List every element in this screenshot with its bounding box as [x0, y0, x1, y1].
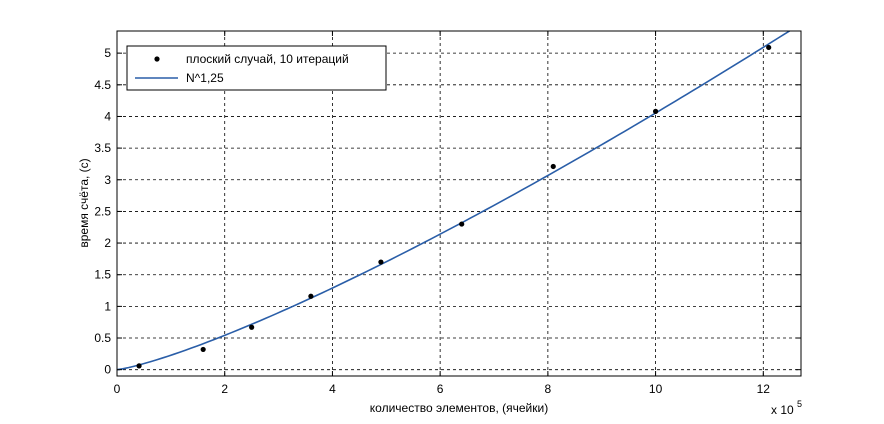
- legend-marker-points: [154, 56, 160, 62]
- y-tick-label: 2: [104, 236, 111, 250]
- x-tick-label: 6: [437, 382, 444, 396]
- grid: [116, 31, 801, 376]
- x-axis-label: количество элементов, (ячейки): [370, 401, 548, 415]
- x-axis-multiplier-base: x 10: [771, 403, 794, 417]
- ticks: 0 2 4 6 8 10 12 0 0.5 1 1.5 2 2.5 3 3.5 4 4.5 5: [94, 31, 801, 396]
- curve-layer: [116, 30, 791, 371]
- legend: плоский случай, 10 итераций N^1,25: [126, 45, 387, 91]
- y-tick-label: 1.5: [94, 268, 111, 282]
- data-point: [308, 293, 314, 299]
- legend-label-points: плоский случай, 10 итераций: [186, 52, 349, 66]
- y-tick-label: 4.5: [94, 78, 111, 92]
- data-point: [136, 363, 142, 369]
- data-point: [378, 259, 384, 265]
- x-tick-label: 4: [329, 382, 336, 396]
- y-tick-label: 5: [104, 46, 111, 60]
- y-tick-label: 2.5: [94, 204, 111, 218]
- y-axis-label: время счёта, (с): [77, 158, 91, 247]
- fit-curve: [116, 30, 791, 371]
- data-point: [200, 346, 206, 353]
- y-tick-label: 1: [104, 299, 111, 313]
- data-point: [766, 44, 772, 51]
- y-tick-label: 3: [104, 173, 111, 187]
- x-axis-multiplier: x 10 5: [771, 399, 802, 417]
- y-tick-label: 4: [104, 109, 111, 123]
- y-tick-label: 0.5: [94, 331, 111, 345]
- legend-label-line: N^1,25: [186, 71, 224, 85]
- x-axis-multiplier-exponent: 5: [797, 399, 802, 409]
- y-tick-label: 3.5: [94, 141, 111, 155]
- plot-frame: [116, 30, 802, 377]
- x-tick-label: 8: [545, 382, 552, 396]
- data-point: [249, 324, 255, 330]
- x-tick-label: 10: [649, 382, 663, 396]
- y-tick-label: 0: [104, 363, 111, 377]
- x-tick-label: 12: [757, 382, 771, 396]
- x-tick-label: 2: [221, 382, 228, 396]
- data-point: [652, 108, 659, 114]
- points-layer: [136, 44, 772, 369]
- x-tick-label: 0: [114, 382, 121, 396]
- data-point: [459, 221, 465, 227]
- data-point: [550, 163, 556, 170]
- legend-box: [126, 45, 387, 91]
